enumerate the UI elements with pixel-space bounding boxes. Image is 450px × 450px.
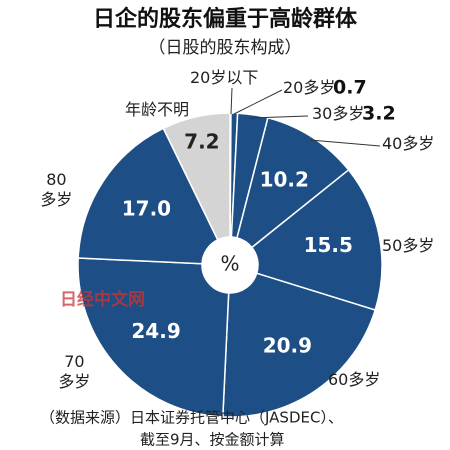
value-label: 10.2 [260,167,309,191]
pie-slice [77,127,219,265]
pie-slice [236,116,350,249]
leader-line [249,115,309,119]
value-label: 0.7 [333,77,367,99]
value-label: 24.9 [131,319,180,343]
leader-line [309,139,381,147]
leader-line [230,87,233,115]
source-note: （数据来源）日本证券托管中心（JASDEC）、 [40,409,343,427]
category-label: 80多岁 [40,170,73,209]
chart-title: 日企的股东偏重于高龄群体 [93,6,358,32]
value-label: 7.2 [184,130,219,154]
category-label: 40多岁 [382,134,435,153]
source-note: 截至9月、按金额计算 [140,431,285,449]
category-label: 60多岁 [328,370,381,389]
pie-slice [77,257,230,418]
unit-label: % [220,252,239,276]
category-label: 50多岁 [382,236,435,255]
category-label: 20多岁 [283,78,336,97]
value-label: 15.5 [304,233,353,257]
pie-slice [162,112,231,241]
category-label: 年龄不明 [125,100,190,119]
chart-subtitle: （日股的股东构成） [149,38,302,58]
category-label: 20岁以下 [190,68,259,87]
watermark: 日经中文网 [60,289,145,310]
leader-line [233,89,283,115]
value-label: 3.2 [362,103,396,125]
value-label: 20.9 [263,333,312,357]
value-label: 17.0 [122,197,171,221]
category-label: 70多岁 [58,352,91,391]
pie-slice [250,168,383,311]
category-label: 30多岁 [312,104,365,123]
pie-slice [222,272,377,418]
